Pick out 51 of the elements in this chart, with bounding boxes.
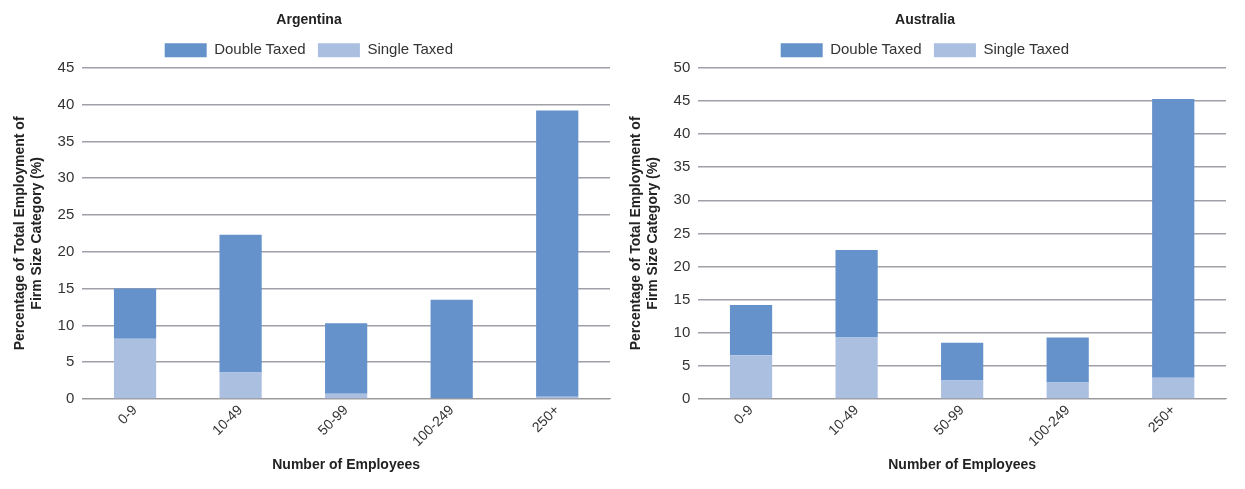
y-tick-label: 0	[65, 389, 75, 407]
y-tick-label: 10	[673, 322, 691, 340]
y-tick-label: 25	[57, 205, 75, 223]
bar	[835, 249, 878, 338]
y-axis-title: Percentage of Total Employment of Firm Size Category (%)	[11, 116, 45, 351]
y-tick-label: 30	[57, 168, 75, 186]
x-axis-title: Number of Employees	[888, 456, 1037, 473]
bar	[113, 288, 157, 339]
bar	[729, 355, 773, 399]
bar	[1046, 337, 1089, 383]
y-tick-label: 40	[673, 124, 691, 142]
legend-label: Single Taxed	[367, 40, 454, 58]
y-tick-label: 5	[65, 352, 75, 370]
legend-label: Double Taxed	[214, 40, 306, 58]
bar	[219, 234, 262, 373]
y-tick-label: 20	[673, 256, 691, 274]
bar	[1152, 377, 1195, 399]
x-tick-label: 0-9	[730, 401, 757, 428]
x-axis-title: Number of Employees	[272, 456, 421, 473]
bar	[941, 380, 984, 399]
y-tick-label: 25	[673, 223, 691, 241]
y-tick-label: 35	[673, 157, 691, 175]
legend-label: Single Taxed	[983, 40, 1070, 58]
bar	[536, 110, 579, 397]
bar	[219, 372, 262, 399]
y-tick-label: 15	[673, 289, 691, 307]
legend-label: Double Taxed	[830, 40, 922, 58]
bar	[941, 342, 984, 381]
bar	[113, 338, 157, 399]
bar	[1046, 382, 1089, 399]
y-tick-label: 10	[57, 315, 75, 333]
y-tick-label: 0	[681, 389, 691, 407]
y-tick-label: 20	[57, 241, 75, 259]
bar	[835, 337, 878, 399]
chart-title: Australia	[895, 11, 956, 28]
y-tick-label: 40	[57, 94, 75, 112]
bar	[430, 299, 473, 399]
y-tick-label: 30	[673, 190, 691, 208]
chart-title: Argentina	[276, 11, 342, 28]
x-tick-label: 0-9	[114, 401, 141, 428]
bar	[729, 304, 773, 356]
y-tick-label: 15	[57, 278, 75, 296]
y-tick-label: 45	[673, 91, 691, 109]
bar	[325, 323, 368, 394]
y-tick-label: 35	[57, 131, 75, 149]
y-axis-title: Percentage of Total Employment of Firm Size Category (%)	[627, 116, 661, 351]
y-tick-label: 5	[681, 356, 691, 374]
bar	[325, 393, 368, 399]
bar	[1152, 98, 1195, 378]
y-tick-label: 45	[57, 57, 75, 75]
y-tick-label: 50	[673, 57, 691, 75]
